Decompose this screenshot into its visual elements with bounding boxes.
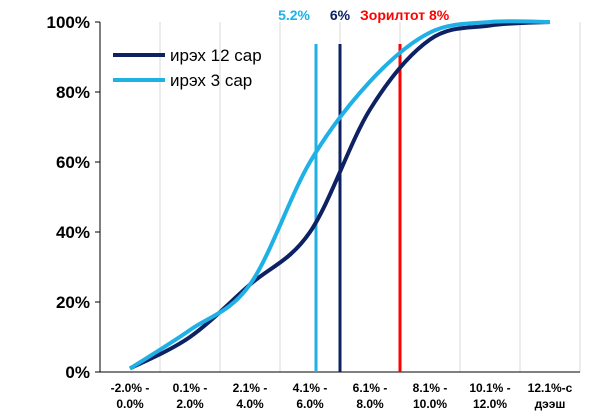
- x-tick-label: 2.1% -4.0%: [233, 381, 268, 411]
- reference-label: 6%: [330, 7, 351, 23]
- y-tick-label: 40%: [56, 223, 90, 242]
- reference-label: Зорилтот 8%: [360, 7, 450, 23]
- y-tick-label: 100%: [47, 13, 90, 32]
- x-tick-label: 6.1% -8.0%: [353, 381, 388, 411]
- x-tick-label: 8.1% -10.0%: [413, 381, 448, 411]
- legend-label: ирэх 12 сар: [170, 46, 262, 65]
- x-tick-label: 0.1% -2.0%: [173, 381, 208, 411]
- y-tick-label: 60%: [56, 153, 90, 172]
- series-line: [128, 19, 551, 371]
- y-tick-label: 80%: [56, 83, 90, 102]
- y-tick-label: 0%: [65, 363, 90, 382]
- y-tick-label: 20%: [56, 293, 90, 312]
- legend-label: ирэх 3 сар: [170, 71, 252, 90]
- reference-label: 5.2%: [278, 7, 310, 23]
- x-tick-label: 4.1% -6.0%: [293, 381, 328, 411]
- series-line: [129, 20, 551, 371]
- x-tick-label: -2.0% -0.0%: [111, 381, 150, 411]
- x-tick-label: 12.1%-с дээш: [528, 381, 573, 411]
- x-tick-label: 10.1% -12.0%: [469, 381, 510, 411]
